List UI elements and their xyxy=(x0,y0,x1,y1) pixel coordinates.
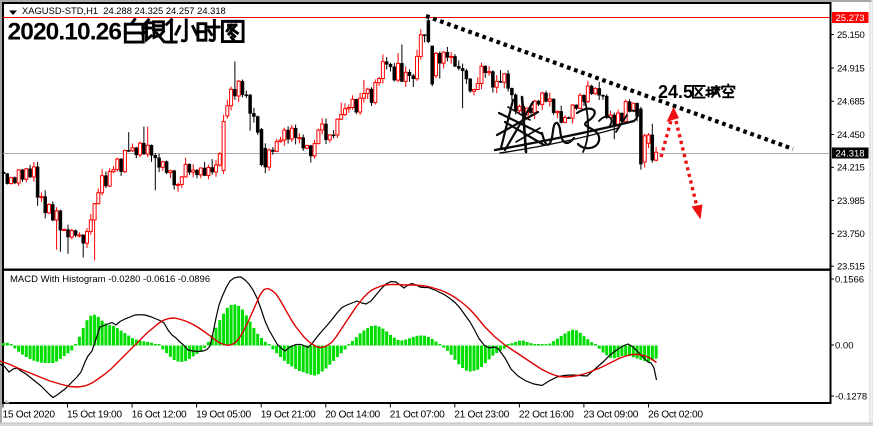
svg-text:21 Oct 07:00: 21 Oct 07:00 xyxy=(390,410,445,421)
svg-text:23.985: 23.985 xyxy=(837,196,865,207)
svg-text:22 Oct 16:00: 22 Oct 16:00 xyxy=(519,410,574,421)
svg-text:2020.10.26: 2020.10.26 xyxy=(8,19,122,46)
svg-text:0.00: 0.00 xyxy=(835,340,854,351)
svg-text:15 Oct 2020: 15 Oct 2020 xyxy=(3,410,56,421)
svg-text:23 Oct 09:00: 23 Oct 09:00 xyxy=(583,410,638,421)
svg-text:MACD With Histogram -0.0280 -0: MACD With Histogram -0.0280 -0.0616 -0.0… xyxy=(10,274,210,285)
svg-text:19 Oct 05:00: 19 Oct 05:00 xyxy=(196,410,251,421)
svg-text:24.915: 24.915 xyxy=(837,63,865,74)
svg-text:0.1566: 0.1566 xyxy=(835,274,864,285)
svg-text:15 Oct 19:00: 15 Oct 19:00 xyxy=(67,410,122,421)
svg-text:24.450: 24.450 xyxy=(837,130,865,141)
svg-text:-0.1278: -0.1278 xyxy=(835,391,867,402)
svg-text:24.5: 24.5 xyxy=(658,82,693,102)
svg-text:23.515: 23.515 xyxy=(837,262,865,273)
svg-text:25.150: 25.150 xyxy=(837,30,865,41)
svg-text:24.685: 24.685 xyxy=(837,97,865,108)
svg-text:21 Oct 23:00: 21 Oct 23:00 xyxy=(454,410,509,421)
svg-text:20 Oct 14:00: 20 Oct 14:00 xyxy=(325,410,380,421)
svg-text:16 Oct 12:00: 16 Oct 12:00 xyxy=(132,410,187,421)
svg-text:25.273: 25.273 xyxy=(836,13,865,24)
svg-text:24.318: 24.318 xyxy=(836,149,865,160)
svg-text:XAGUSD-STD,H1 24.288 24.325 2: XAGUSD-STD,H1 24.288 24.325 24.257 24.31… xyxy=(22,5,226,16)
svg-text:26 Oct 02:00: 26 Oct 02:00 xyxy=(648,410,703,421)
svg-text:24.215: 24.215 xyxy=(837,163,865,174)
svg-text:19 Oct 21:00: 19 Oct 21:00 xyxy=(261,410,316,421)
svg-text:23.750: 23.750 xyxy=(837,229,865,240)
